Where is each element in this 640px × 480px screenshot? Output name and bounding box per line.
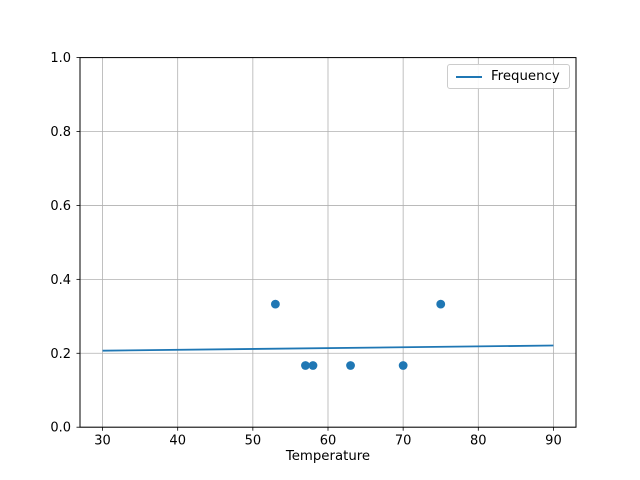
y-tick-label: 1.0	[50, 51, 71, 66]
scatter-point	[346, 361, 355, 370]
x-tick-label: 90	[545, 434, 562, 449]
x-tick-label: 60	[320, 434, 337, 449]
x-axis-title: Temperature	[285, 449, 371, 464]
scatter-point	[436, 299, 446, 309]
plot-border	[79, 57, 577, 428]
y-tick-label: 0.4	[50, 273, 71, 288]
legend-line-sample-icon	[456, 75, 482, 78]
gridlines	[80, 57, 576, 428]
scatter-series	[270, 299, 446, 370]
y-tick-label: 0.8	[50, 125, 71, 140]
legend-entry-label: Frequency	[491, 69, 560, 84]
x-tick-label: 40	[169, 434, 186, 449]
scatter-point	[270, 299, 280, 309]
axis-tick-labels: 30 40 50 60 70 80 90 0.0 0.2 0.4 0.6 0.8 1.0	[50, 51, 561, 449]
x-tick-label: 30	[94, 434, 111, 449]
y-tick-label: 0.6	[50, 199, 71, 214]
x-tick-label: 70	[395, 434, 412, 449]
y-tick-label: 0.2	[50, 347, 71, 362]
scatter-point	[398, 361, 408, 370]
y-tick-label: 0.0	[50, 421, 71, 436]
x-tick-label: 50	[245, 434, 262, 449]
scatter-point	[301, 361, 310, 370]
scatter-point	[308, 361, 318, 370]
x-tick-label: 80	[470, 434, 487, 449]
trend-line	[102, 344, 554, 352]
axis-ticks	[76, 57, 554, 431]
legend-box: Frequency	[447, 64, 570, 89]
